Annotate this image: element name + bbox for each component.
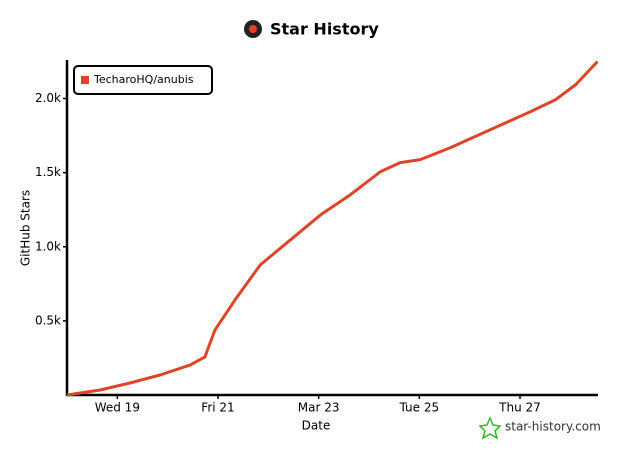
x-tick-label: Mar 23: [298, 401, 340, 415]
x-tick-label: Tue 25: [399, 401, 440, 415]
legend-swatch: [81, 76, 89, 84]
x-tick-label: Fri 21: [201, 401, 234, 415]
x-axis-label: Date: [302, 419, 331, 433]
legend-box: [73, 65, 213, 95]
x-tick-label: Wed 19: [95, 401, 140, 415]
chart-title: Star History: [270, 20, 379, 39]
y-tick-label: 1.0k: [35, 239, 61, 253]
line: [66, 60, 599, 397]
watermark: star-history.com: [505, 420, 601, 434]
y-tick-label: 1.5k: [35, 165, 61, 179]
x-tick-label: Thu 27: [498, 401, 541, 415]
y-tick-label: 2.0k: [35, 91, 61, 105]
legend-label: TecharoHQ/anubis: [93, 73, 194, 86]
logo-dot: [249, 25, 257, 33]
watermark-icon: [478, 416, 502, 440]
y-tick-label: 0.5k: [35, 313, 61, 327]
y-axis-label: GitHub Stars: [19, 190, 33, 266]
